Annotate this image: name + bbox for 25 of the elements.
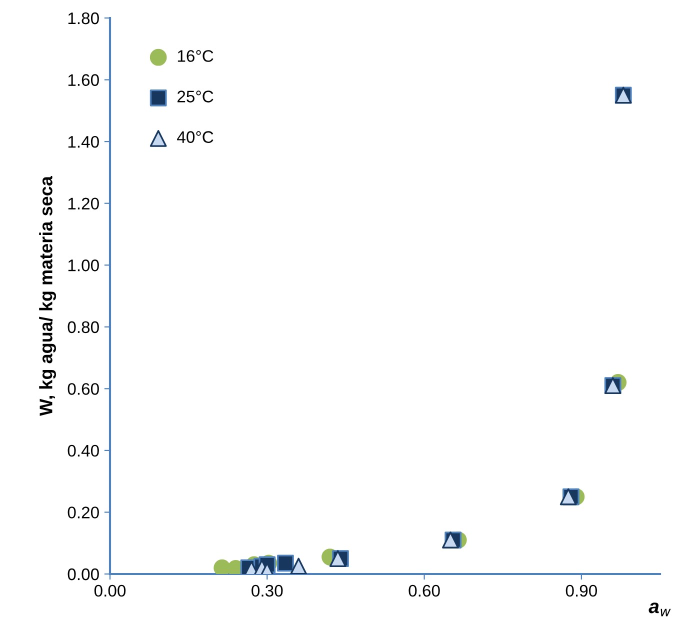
- y-tick-label: 0.40: [68, 444, 99, 457]
- y-tick-label: 1.00: [68, 260, 99, 272]
- x-tick-label: 0.60: [408, 584, 440, 597]
- legend-label: 25°C: [178, 90, 214, 102]
- y-tick-label: 1.20: [68, 198, 99, 210]
- point: [277, 554, 294, 572]
- point: [560, 488, 577, 506]
- point: [214, 559, 231, 574]
- y-tick-label: 1.80: [68, 12, 99, 24]
- y-tick-label: 1.40: [68, 136, 99, 148]
- legend-label: 40°C: [177, 131, 214, 143]
- x-tick-label: 0.30: [252, 584, 283, 597]
- point: [442, 532, 459, 548]
- x-tick-label: 0.00: [94, 584, 126, 597]
- y-tick-label: 0.60: [68, 383, 99, 395]
- y-axis-title: W, kg agua/ kg materia seca: [39, 176, 56, 416]
- y-tick-label: 1.60: [68, 74, 99, 86]
- y-tick-label: 0.00: [68, 568, 99, 580]
- y-tick-label: 0.20: [68, 506, 99, 518]
- y-tick-label: 0.80: [68, 321, 99, 334]
- legend-label: 16°C: [178, 50, 214, 62]
- x-axis-title: a$_{w}$: [648, 602, 671, 616]
- point: [290, 558, 308, 574]
- x-tick-label: 0.90: [566, 584, 597, 597]
- point: [329, 550, 346, 567]
